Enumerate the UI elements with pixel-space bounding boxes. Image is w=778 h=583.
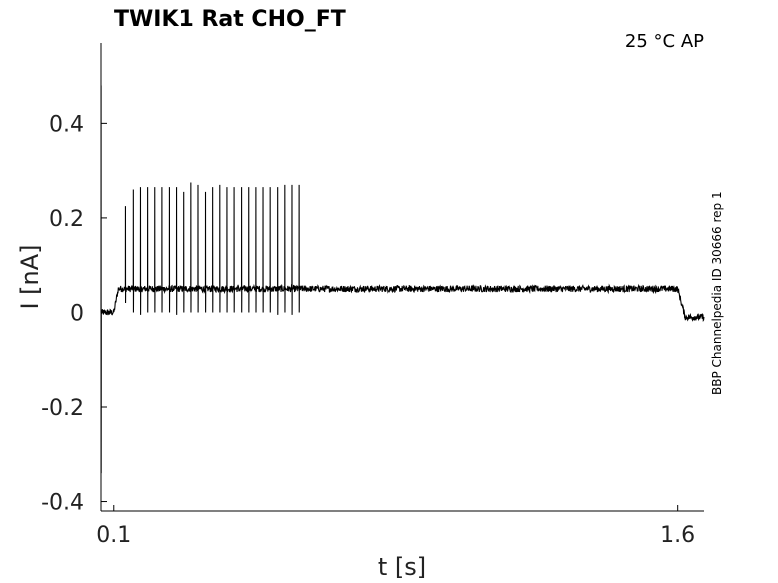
x-axis-label: t [s]	[378, 553, 426, 581]
series-group	[100, 85, 705, 474]
x-tick-label: 1.6	[660, 523, 695, 548]
y-tick-label: 0	[70, 301, 84, 326]
y-axis-label: I [nA]	[16, 244, 44, 309]
series-line	[100, 85, 705, 474]
y-tick-label: 0.2	[49, 207, 84, 232]
y-tick-label: -0.4	[41, 491, 84, 516]
y-tick-label: 0.4	[49, 112, 84, 137]
x-ticks: 0.1 1.6	[96, 505, 695, 548]
y-ticks: 0.4 0.2 0 -0.2 -0.4	[41, 112, 107, 516]
condition-label: 25 °C AP	[625, 31, 704, 52]
side-label: BBP Channelpedia ID 30666 rep 1	[710, 191, 724, 395]
chart-title: TWIK1 Rat CHO_FT	[114, 7, 346, 32]
x-tick-label: 0.1	[96, 523, 131, 548]
y-tick-label: -0.2	[41, 396, 84, 421]
